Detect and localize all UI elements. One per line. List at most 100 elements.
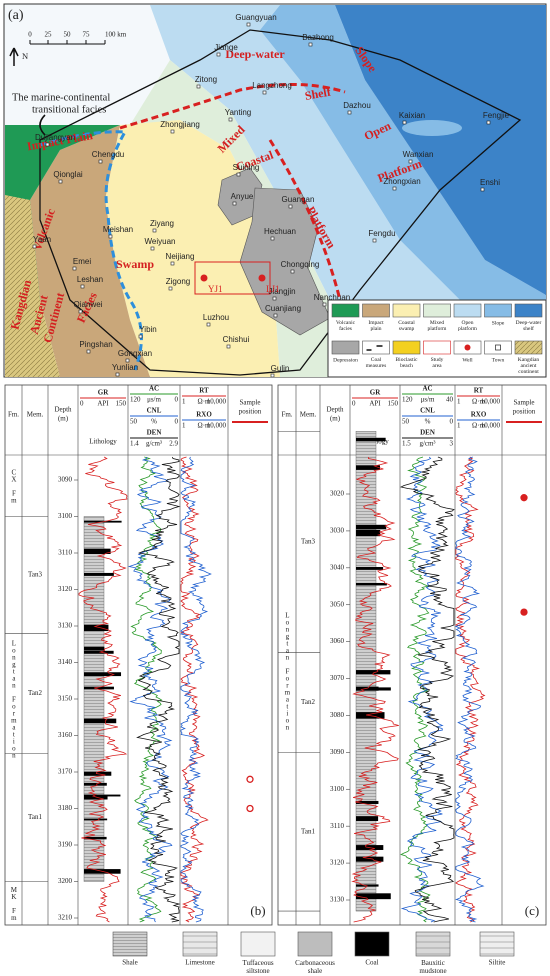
- city-label: Cuanjiang: [265, 304, 301, 313]
- formation-label: CX Fm: [10, 468, 18, 503]
- facies-label: Deep-water: [225, 47, 285, 61]
- coal-bed: [84, 795, 108, 800]
- town: [273, 313, 278, 318]
- log-curve: [399, 456, 455, 923]
- scale-label: 100 km: [105, 31, 127, 39]
- well-panel: [277, 384, 547, 926]
- scale-min: 0: [80, 400, 84, 408]
- city-label: Hechuan: [264, 227, 296, 236]
- town: [206, 322, 211, 327]
- coal-bed: [356, 856, 384, 862]
- slope: [260, 5, 546, 330]
- scale-min: 0: [352, 400, 356, 408]
- scale-max: 150: [388, 400, 399, 408]
- legend-swatch: [423, 303, 451, 318]
- curve-name: DEN: [420, 429, 435, 437]
- depth-label: 3090: [58, 476, 73, 484]
- town: [402, 120, 407, 125]
- header: Depth: [54, 406, 72, 414]
- coal-bed: [84, 650, 114, 654]
- town: [486, 120, 491, 125]
- coal-bed: [356, 884, 379, 887]
- header: Fm.: [281, 411, 292, 419]
- coal-bed: [84, 818, 108, 821]
- coal-bed: [356, 670, 391, 675]
- lithology-label: Tuffaceous siltstone: [242, 959, 273, 975]
- log-curve: [136, 456, 181, 923]
- depth-label: 3030: [330, 527, 345, 535]
- legend-swatch: [331, 340, 360, 355]
- coal-bed: [356, 893, 391, 900]
- town: [32, 244, 37, 249]
- kangdian-continent: [5, 195, 60, 377]
- log-curve: [454, 456, 486, 923]
- scale-unit: g/cm³: [419, 440, 435, 448]
- curve-name: RT: [474, 387, 484, 395]
- legend-label: Slope: [492, 320, 505, 326]
- depth-label: 3170: [58, 768, 73, 776]
- town: [125, 358, 130, 363]
- member-label: Tan1: [28, 813, 42, 821]
- header: Lithology: [89, 438, 117, 446]
- coal-bed: [84, 836, 107, 840]
- header: (m): [58, 415, 69, 423]
- scale-unit: API: [369, 400, 381, 408]
- town: [347, 110, 352, 115]
- scale-label: 75: [83, 31, 91, 39]
- town: [150, 246, 155, 251]
- city-label: Yaan: [33, 235, 51, 244]
- facies-label: Swamp: [116, 257, 154, 271]
- depth-label: 3210: [58, 914, 73, 922]
- scale-unit: API: [97, 400, 109, 408]
- city-label: Jiange: [214, 43, 238, 52]
- depth-label: 3150: [58, 695, 73, 703]
- lithology-label: Siltite: [489, 959, 506, 967]
- scale-label: 50: [64, 31, 72, 39]
- legend-swatch: [362, 303, 390, 318]
- coal-bed: [84, 624, 109, 632]
- depth-label: 3190: [58, 841, 73, 849]
- town: [480, 187, 485, 192]
- scale-max: 2.9: [169, 440, 178, 448]
- lithology-swatch: [112, 931, 148, 957]
- scale-min: 120: [130, 396, 141, 404]
- scale-max: 0: [175, 396, 179, 404]
- scale-bar: [29, 40, 106, 45]
- formation-label: MK Fm: [10, 886, 18, 921]
- lithology-strip: [83, 516, 105, 882]
- legend-swatch: [484, 303, 512, 318]
- well: [200, 274, 208, 282]
- town: [152, 228, 157, 233]
- member-label: Tan2: [28, 689, 42, 697]
- city-label: Chishui: [223, 335, 250, 344]
- header: Sample: [514, 399, 535, 407]
- city-label: Gongxian: [118, 349, 152, 358]
- scale-unit: μs/m: [421, 396, 435, 404]
- city-label: Qionglai: [53, 170, 83, 179]
- legend-label: Deep-water shelf: [516, 320, 542, 332]
- study-area: [194, 261, 271, 295]
- scale-max: 150: [116, 400, 127, 408]
- scale-label: 25: [45, 31, 53, 39]
- town: [138, 334, 143, 339]
- city-label: Suining: [233, 163, 260, 172]
- town: [322, 302, 327, 307]
- legend-label: Coal measures: [366, 357, 386, 369]
- depth-label: 3100: [58, 512, 73, 520]
- scale-unit: %: [151, 418, 157, 426]
- depth-label: 3160: [58, 731, 73, 739]
- scale-max: 10,000: [207, 422, 227, 430]
- town: [270, 373, 275, 378]
- depth-label: 3180: [58, 804, 73, 812]
- city-label: Nanchuan: [314, 293, 350, 302]
- depth-label: 3130: [58, 622, 73, 630]
- legend-label: Bioclastic beach: [396, 357, 419, 369]
- city-label: Zitong: [195, 75, 217, 84]
- city-label: Dazhou: [343, 101, 371, 110]
- facies-boundary: [39, 130, 143, 371]
- sample-point: [246, 804, 254, 813]
- annotation-arrow: [39, 114, 46, 136]
- city-label: Chongqing: [281, 260, 320, 269]
- lithology-swatch: [479, 931, 515, 957]
